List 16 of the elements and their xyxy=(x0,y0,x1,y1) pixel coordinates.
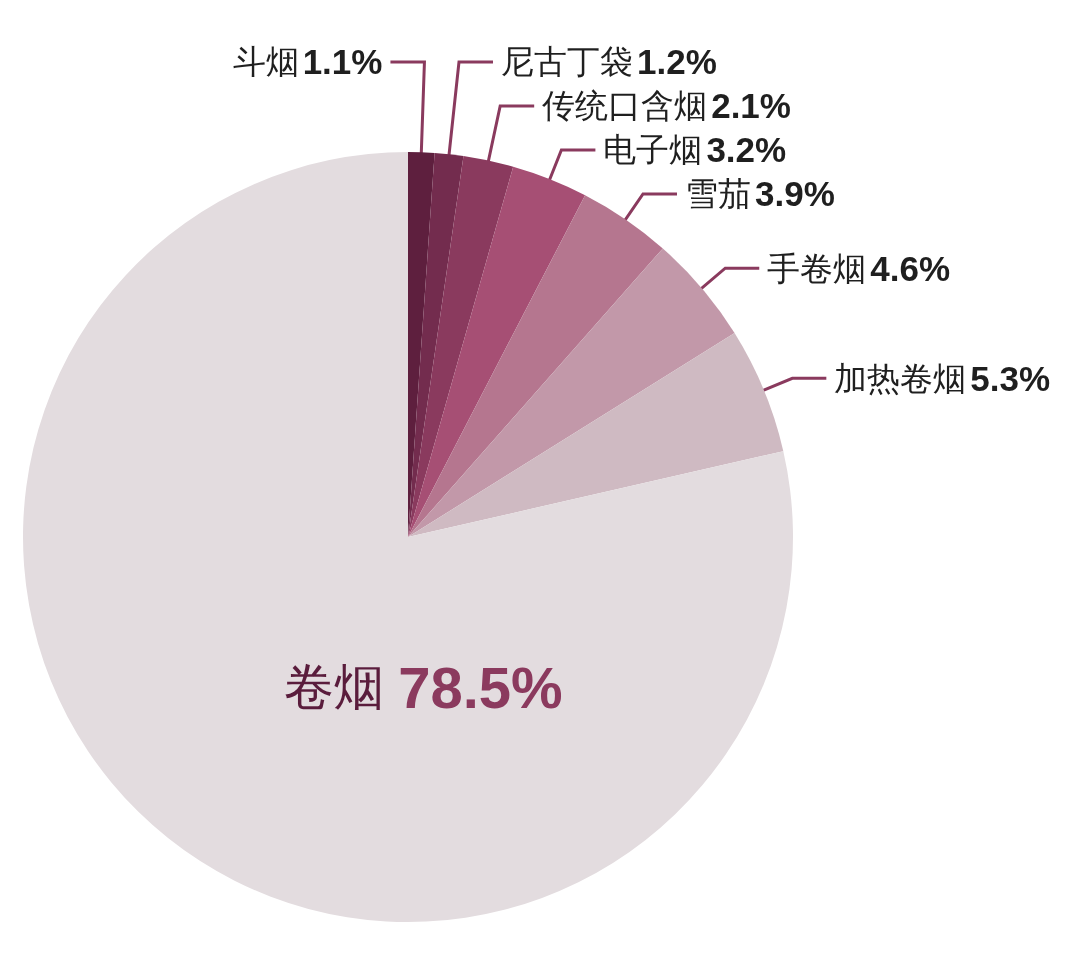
data-label: 5.3% xyxy=(970,358,1051,398)
data-label: 1.1% xyxy=(302,42,383,82)
data-label: 3.2% xyxy=(706,130,787,170)
slice-label: 传统口含烟 xyxy=(542,87,708,125)
slice-label: 手卷烟 xyxy=(767,249,867,287)
slice-label: 电子烟 xyxy=(603,131,703,169)
slice-label: 卷烟 xyxy=(284,659,385,716)
slice-label: 雪茄 xyxy=(685,175,751,213)
data-label: 4.6% xyxy=(870,248,951,288)
slice-label: 尼古丁袋 xyxy=(500,43,633,81)
slice-label: 加热卷烟 xyxy=(834,359,967,397)
data-label: 1.2% xyxy=(636,42,717,82)
data-label: 3.9% xyxy=(755,174,835,214)
data-label: 78.5% xyxy=(398,654,563,720)
slice-label: 斗烟 xyxy=(232,43,299,81)
data-label: 2.1% xyxy=(711,86,791,126)
